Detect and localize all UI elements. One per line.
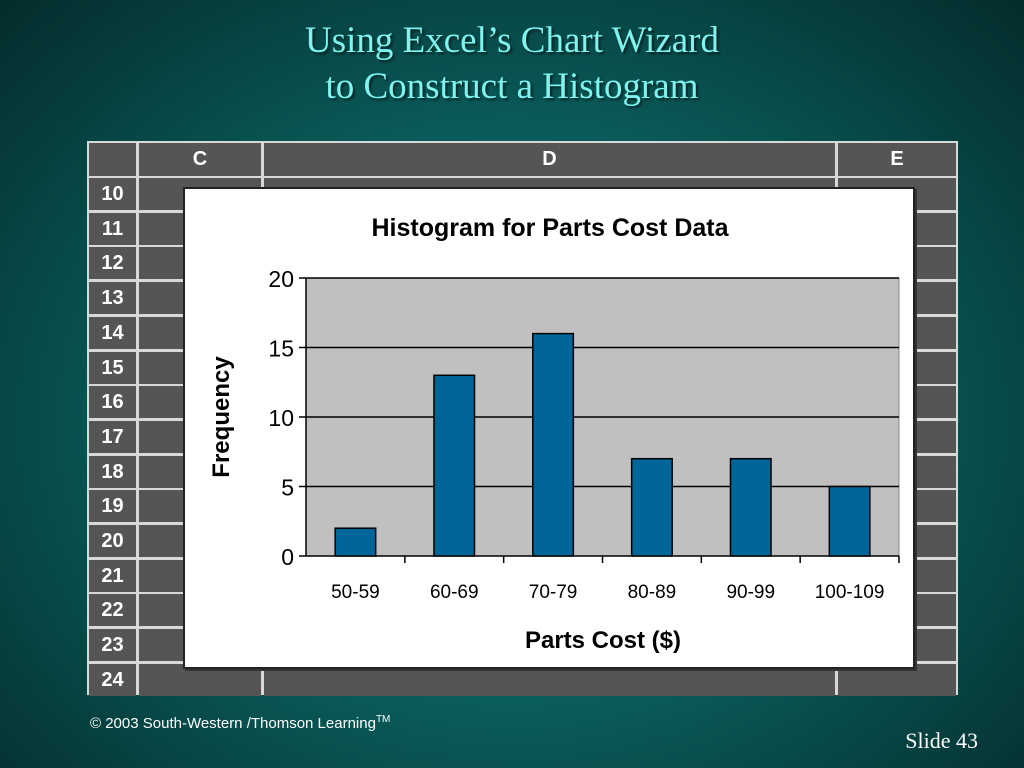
y-tick-label: 5 [281, 475, 294, 501]
cell[interactable] [264, 663, 835, 696]
slide-title-line-1: Using Excel’s Chart Wizard [305, 20, 719, 61]
y-tick-label: 0 [281, 544, 294, 570]
y-tick-label: 15 [268, 336, 294, 362]
x-axis-label: Parts Cost ($) [525, 627, 681, 654]
bar-50-59 [334, 527, 377, 557]
corner-header [89, 143, 136, 176]
trademark-mark: TM [375, 714, 391, 725]
copyright-text: © 2003 South-Western /Thomson Learning [90, 715, 376, 732]
row-header-12[interactable]: 12 [89, 247, 136, 280]
cell[interactable] [838, 663, 956, 696]
row-header-17[interactable]: 17 [89, 420, 136, 453]
bar-60-69 [433, 374, 476, 557]
row-header-11[interactable]: 11 [89, 212, 136, 245]
row-header-20[interactable]: 20 [89, 525, 136, 557]
row-header-23[interactable]: 23 [89, 629, 136, 662]
bar-100-109 [828, 485, 871, 557]
x-tick-label: 80-89 [628, 582, 677, 603]
row-header-21[interactable]: 21 [89, 559, 136, 592]
column-header-c[interactable]: C [139, 143, 261, 176]
slide-title-line-2: to Construct a Histogram [325, 66, 699, 107]
footer-copyright: © 2003 South-Western /Thomson LearningTM [90, 714, 390, 732]
slide-number: Slide 43 [905, 728, 978, 753]
row-header-13[interactable]: 13 [89, 282, 136, 315]
bar-80-89 [630, 457, 673, 557]
bar-70-79 [532, 332, 575, 557]
row-header-10[interactable]: 10 [89, 178, 136, 210]
row-header-16[interactable]: 16 [89, 386, 136, 419]
histogram-chart: Histogram for Parts Cost Data 0 5 10 15 20 50-… [208, 214, 900, 654]
column-header-e[interactable]: E [838, 143, 956, 176]
chart-title: Histogram for Parts Cost Data [371, 214, 729, 242]
y-tick-label: 10 [268, 405, 294, 431]
slide-title: Using Excel’s Chart Wizard to Construct … [0, 18, 1024, 110]
row-header-18[interactable]: 18 [89, 455, 136, 488]
row-header-15[interactable]: 15 [89, 351, 136, 384]
row-header-24[interactable]: 24 [89, 663, 136, 696]
y-axis-label: Frequency [208, 356, 235, 478]
x-tick-label: 50-59 [331, 582, 380, 603]
x-tick-label: 90-99 [726, 582, 775, 603]
bar-90-99 [729, 457, 772, 557]
row-header-22[interactable]: 22 [89, 594, 136, 627]
x-tick-label: 70-79 [529, 582, 578, 603]
column-header-d[interactable]: D [264, 143, 835, 176]
chart-panel: Histogram for Parts Cost Data 0 5 10 15 20 50-… [183, 187, 915, 669]
row-header-14[interactable]: 14 [89, 316, 136, 349]
x-tick-label: 60-69 [430, 582, 479, 603]
row-header-19[interactable]: 19 [89, 490, 136, 523]
x-tick-label: 100-109 [815, 582, 885, 603]
cell[interactable] [139, 663, 261, 696]
y-tick-label: 20 [268, 266, 294, 292]
